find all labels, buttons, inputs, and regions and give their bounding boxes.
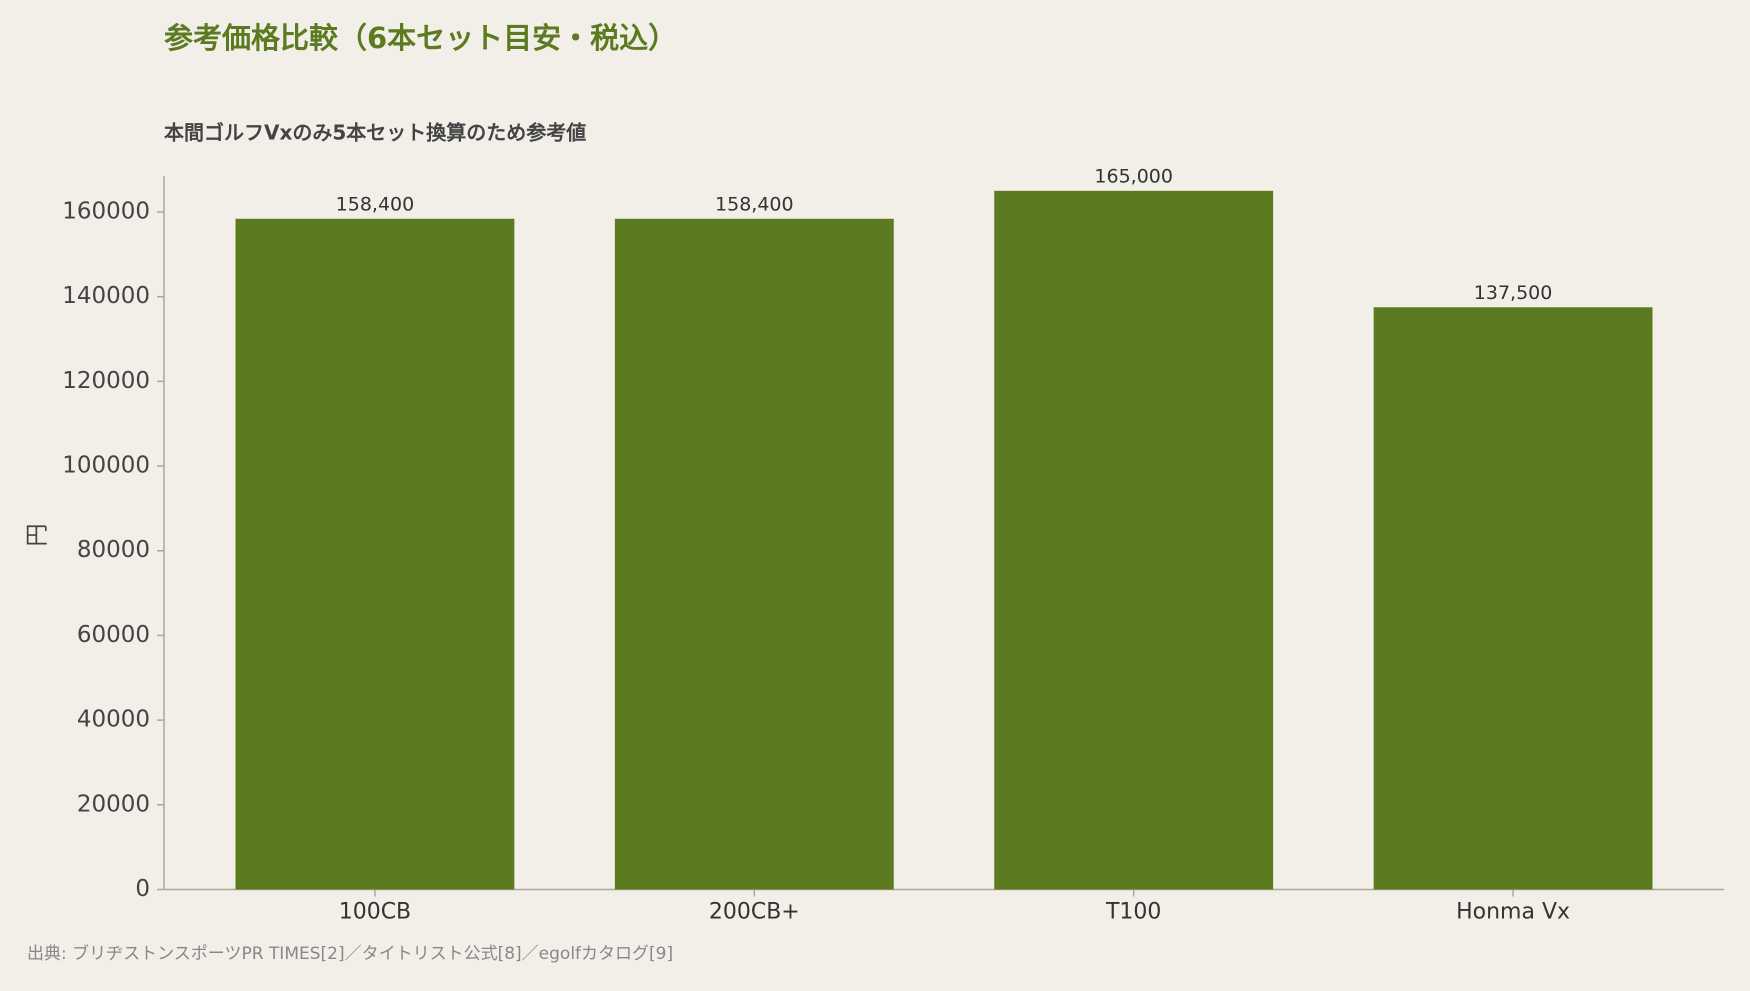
x-tick-label: T100 xyxy=(1105,900,1161,925)
y-tick-label: 140000 xyxy=(62,283,150,309)
y-tick-label: 60000 xyxy=(77,622,150,648)
x-tick-label: 100CB xyxy=(339,900,411,925)
y-tick-label: 80000 xyxy=(77,537,150,563)
bar xyxy=(994,190,1274,890)
source-note: 出典: ブリヂストンスポーツPR TIMES[2]／タイトリスト公式[8]／eg… xyxy=(27,943,673,964)
x-tick-label: Honma Vx xyxy=(1456,900,1570,925)
value-label: 158,400 xyxy=(715,193,794,215)
chart-title: 参考価格比較（6本セット目安・税込） xyxy=(164,21,677,55)
bar xyxy=(235,218,515,890)
value-label: 158,400 xyxy=(336,193,415,215)
chart-subtitle: 本間ゴルフVxのみ5本セット換算のため参考値 xyxy=(164,121,586,145)
y-tick-label: 120000 xyxy=(62,368,150,394)
y-tick-label: 40000 xyxy=(77,707,150,733)
value-label: 165,000 xyxy=(1094,165,1173,187)
y-tick-label: 100000 xyxy=(62,453,150,479)
y-tick-label: 160000 xyxy=(62,198,150,224)
y-axis-label: 円 xyxy=(25,524,51,547)
value-label: 137,500 xyxy=(1474,282,1553,304)
y-tick-label: 0 xyxy=(135,876,150,902)
bar xyxy=(614,218,894,890)
x-tick-label: 200CB+ xyxy=(709,900,800,925)
bar xyxy=(1373,307,1653,890)
y-tick-label: 20000 xyxy=(77,791,150,817)
